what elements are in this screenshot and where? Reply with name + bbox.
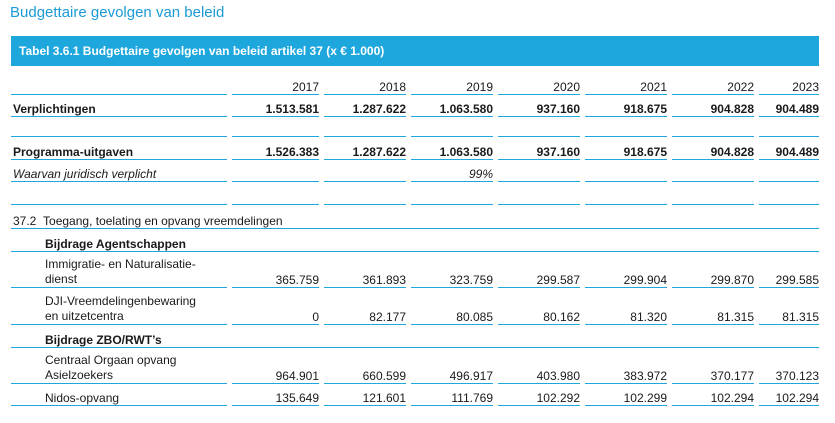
cell: 1.287.622 xyxy=(324,136,406,160)
cell: 81.315 xyxy=(672,287,754,325)
cell: 361.893 xyxy=(324,251,406,288)
cell: 370.177 xyxy=(672,347,754,384)
cell: 403.980 xyxy=(498,347,580,384)
row-label: Programma-uitgaven xyxy=(11,136,227,160)
section-row: 37.2 Toegang, toelating en opvang vreemd… xyxy=(11,204,819,229)
row-label: DJI-Vreemdelingenbewaring en uitzetcentra xyxy=(11,287,227,325)
year-2017: 2017 xyxy=(232,66,319,95)
cell: 918.675 xyxy=(585,94,667,117)
table-row: Verplichtingen 1.513.581 1.287.622 1.063… xyxy=(11,94,819,117)
cell: 82.177 xyxy=(324,287,406,325)
row-label: Immigratie- en Naturalisatie-dienst xyxy=(11,251,227,288)
cell: 1.063.580 xyxy=(411,136,493,160)
row-label: Centraal Orgaan opvang Asielzoekers xyxy=(11,347,227,384)
row-label: Verplichtingen xyxy=(11,94,227,117)
cell: 904.489 xyxy=(759,136,819,160)
cell: 937.160 xyxy=(498,94,580,117)
cell: 102.292 xyxy=(498,383,580,406)
table-row: Waarvan juridisch verplicht 99% xyxy=(11,159,819,182)
spacer-row xyxy=(11,181,819,205)
cell: 1.287.622 xyxy=(324,94,406,117)
table-row: DJI-Vreemdelingenbewaring en uitzetcentra… xyxy=(11,287,819,325)
cell: 299.904 xyxy=(585,251,667,288)
cell-2019: 99% xyxy=(411,159,493,182)
cell: 121.601 xyxy=(324,383,406,406)
table-row: Programma-uitgaven 1.526.383 1.287.622 1… xyxy=(11,136,819,160)
cell: 660.599 xyxy=(324,347,406,384)
cell: 81.320 xyxy=(585,287,667,325)
table-row: Nidos-opvang 135.649 121.601 111.769 102… xyxy=(11,383,819,406)
row-label: Waarvan juridisch verplicht xyxy=(11,159,227,182)
cell: 1.526.383 xyxy=(232,136,319,160)
cell: 1.513.581 xyxy=(232,94,319,117)
year-2019: 2019 xyxy=(411,66,493,95)
group-heading: Bijdrage Agentschappen xyxy=(11,228,819,252)
cell: 102.299 xyxy=(585,383,667,406)
cell: 937.160 xyxy=(498,136,580,160)
cell: 102.294 xyxy=(672,383,754,406)
year-2021: 2021 xyxy=(585,66,667,95)
cell: 102.294 xyxy=(759,383,819,406)
cell: 299.870 xyxy=(672,251,754,288)
section-label: Toegang, toelating en opvang vreemdeling… xyxy=(43,213,283,228)
group-row: Bijdrage Agentschappen xyxy=(11,228,819,252)
table-row: Immigratie- en Naturalisatie-dienst 365.… xyxy=(11,251,819,288)
cell: 365.759 xyxy=(232,251,319,288)
cell: 111.769 xyxy=(411,383,493,406)
cell: 383.972 xyxy=(585,347,667,384)
cell: 964.901 xyxy=(232,347,319,384)
year-2018: 2018 xyxy=(324,66,406,95)
spacer-row xyxy=(11,116,819,137)
year-header-row: 2017 2018 2019 2020 2021 2022 2023 xyxy=(11,66,819,95)
cell: 0 xyxy=(232,287,319,325)
cell: 904.489 xyxy=(759,94,819,117)
page-title: Budgettaire gevolgen van beleid xyxy=(10,4,225,21)
table-row: Centraal Orgaan opvang Asielzoekers 964.9… xyxy=(11,347,819,384)
year-2020: 2020 xyxy=(498,66,580,95)
cell: 80.162 xyxy=(498,287,580,325)
year-2023: 2023 xyxy=(759,66,819,95)
cell: 81.315 xyxy=(759,287,819,325)
cell: 496.917 xyxy=(411,347,493,384)
cell: 904.828 xyxy=(672,94,754,117)
cell: 1.063.580 xyxy=(411,94,493,117)
cell: 299.585 xyxy=(759,251,819,288)
cell: 299.587 xyxy=(498,251,580,288)
table-title-banner: Tabel 3.6.1 Budgettaire gevolgen van bel… xyxy=(11,36,819,66)
group-row: Bijdrage ZBO/RWT’s xyxy=(11,324,819,348)
section-heading: 37.2 Toegang, toelating en opvang vreemd… xyxy=(11,204,819,229)
cell: 370.123 xyxy=(759,347,819,384)
year-2022: 2022 xyxy=(672,66,754,95)
section-code: 37.2 xyxy=(13,213,37,228)
cell: 904.828 xyxy=(672,136,754,160)
budget-table: 2017 2018 2019 2020 2021 2022 2023 Verpl… xyxy=(11,66,819,406)
cell: 323.759 xyxy=(411,251,493,288)
row-label: Nidos-opvang xyxy=(11,383,227,406)
cell: 918.675 xyxy=(585,136,667,160)
group-heading: Bijdrage ZBO/RWT’s xyxy=(11,324,819,348)
cell: 135.649 xyxy=(232,383,319,406)
cell: 80.085 xyxy=(411,287,493,325)
